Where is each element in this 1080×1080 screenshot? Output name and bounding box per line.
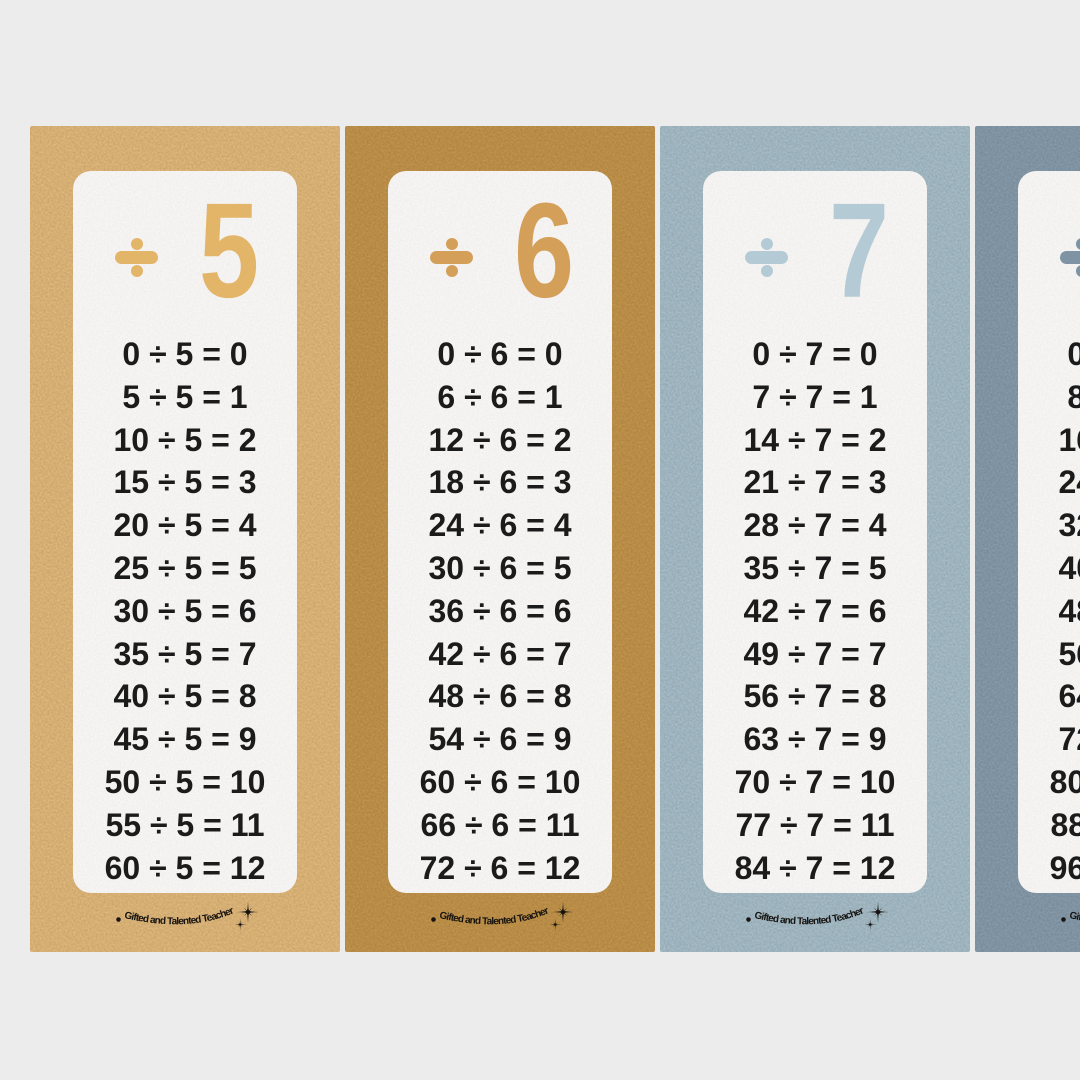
svg-text:Gifted and Talented Teacher: Gifted and Talented Teacher: [438, 905, 550, 927]
svg-text:Gifted and Talented Teacher: Gifted and Talented Teacher: [753, 905, 865, 927]
svg-text:Gifted and Talented Teacher: Gifted and Talented Teacher: [1068, 905, 1080, 927]
svg-text:Gifted and Talented Teacher: Gifted and Talented Teacher: [123, 905, 235, 927]
